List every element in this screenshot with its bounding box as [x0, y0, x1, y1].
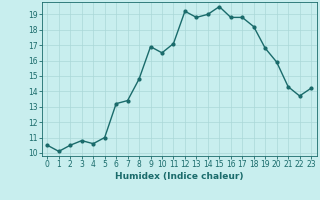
X-axis label: Humidex (Indice chaleur): Humidex (Indice chaleur) [115, 172, 244, 181]
